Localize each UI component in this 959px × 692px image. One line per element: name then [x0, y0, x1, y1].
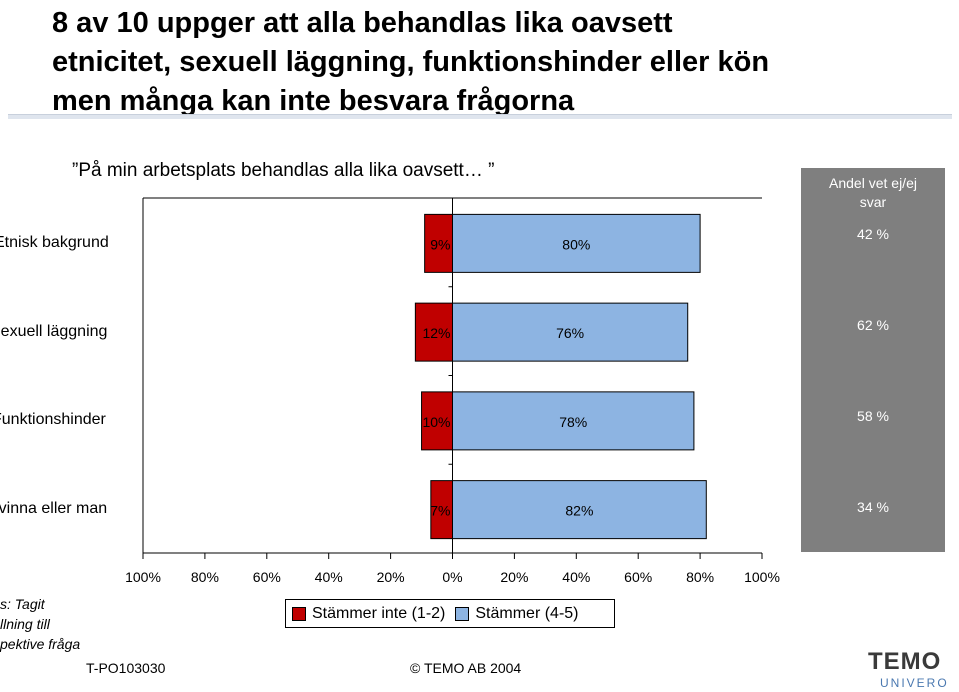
title-divider	[8, 114, 952, 119]
data-label-disagree: 7%	[430, 503, 450, 519]
note-line-3: pektive fråga	[0, 636, 81, 652]
bar-disagree	[421, 391, 453, 451]
legend-label-disagree: Stämmer inte (1-2)	[312, 604, 446, 622]
x-tick-label: 80%	[686, 569, 715, 585]
title-line-3: men många kan inte besvara frågorna	[52, 85, 575, 117]
bar-agree	[452, 480, 707, 540]
panel-value-sexuell: 62 %	[857, 317, 889, 333]
data-label-agree: 76%	[556, 325, 584, 341]
bar-disagree	[414, 302, 453, 362]
data-label-disagree: 9%	[430, 236, 450, 252]
legend-swatch-disagree	[292, 606, 306, 621]
title-line-1: 8 av 10 uppger att alla behandlas lika o…	[52, 7, 673, 39]
x-tick-label: 100%	[125, 569, 161, 585]
panel-title-line-2: svar	[859, 194, 887, 210]
category-label-sexuell: Sexuell läggning	[0, 323, 108, 340]
dont-know-panel: Andel vet ej/ej svar 42 % 62 % 58 % 34 %	[801, 168, 945, 552]
x-tick-label: 20%	[500, 569, 529, 585]
footer-copyright: © TEMO AB 2004	[410, 660, 522, 676]
data-label-agree: 80%	[562, 236, 590, 252]
x-tick-label: 60%	[252, 569, 281, 585]
panel-value-kvinna: 34 %	[857, 499, 889, 515]
chart-subtitle: ”På min arbetsplats behandlas alla lika …	[72, 160, 495, 181]
title-line-2: etnicitet, sexuell läggning, funktionshi…	[52, 46, 770, 78]
legend-swatch-agree	[455, 606, 470, 621]
legend: Stämmer inte (1-2) Stämmer (4-5)	[285, 599, 615, 628]
bar-disagree	[424, 213, 453, 273]
note-line-1: s: Tagit	[0, 596, 45, 612]
data-label-agree: 78%	[559, 414, 587, 430]
data-label-disagree: 10%	[422, 414, 450, 430]
panel-value-etnisk: 42 %	[857, 226, 889, 242]
category-label-funktionshinder: Funktionshinder	[0, 411, 106, 428]
bar-agree	[452, 391, 695, 451]
x-tick-label: 60%	[624, 569, 653, 585]
x-tick-label: 0%	[442, 569, 463, 585]
bar-agree	[452, 302, 689, 362]
category-label-kvinna: Kvinna eller man	[0, 500, 108, 517]
x-tick-label: 40%	[314, 569, 343, 585]
bar-agree	[452, 213, 701, 273]
note-line-2: llning till	[0, 616, 50, 632]
footer-code: T-PO103030	[86, 660, 166, 676]
data-label-disagree: 12%	[422, 325, 450, 341]
panel-title-line-1: Andel vet ej/ej	[829, 175, 917, 191]
panel-title: Andel vet ej/ej svar	[801, 174, 945, 212]
x-tick-label: 20%	[376, 569, 405, 585]
x-tick-label: 40%	[562, 569, 591, 585]
x-tick-label: 80%	[190, 569, 219, 585]
page-title: 8 av 10 uppger att alla behandlas lika o…	[52, 4, 952, 121]
temo-logo-sub: UNIVERO	[880, 676, 949, 690]
data-label-agree: 82%	[565, 503, 593, 519]
temo-logo: TEMO	[868, 648, 942, 675]
panel-value-funktionshinder: 58 %	[857, 408, 889, 424]
category-label-etnisk: Etnisk bakgrund	[0, 234, 109, 251]
legend-label-agree: Stämmer (4-5)	[475, 604, 579, 622]
x-tick-label: 100%	[744, 569, 780, 585]
